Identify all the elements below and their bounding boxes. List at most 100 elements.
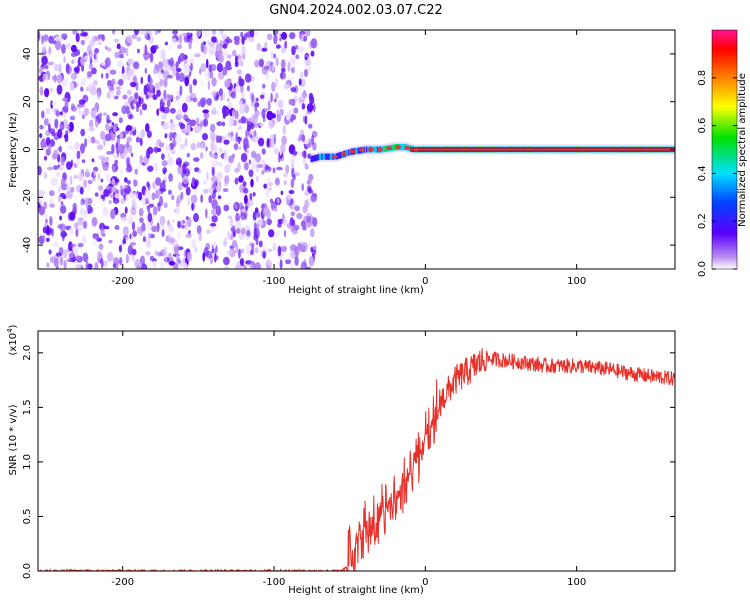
noise-speck	[224, 175, 230, 184]
noise-speck	[60, 156, 65, 166]
noise-speck	[130, 152, 134, 158]
noise-speck	[206, 171, 209, 181]
y-tick-label: 0	[22, 146, 33, 152]
noise-speck	[41, 35, 44, 45]
noise-speck	[106, 251, 114, 262]
noise-speck	[203, 188, 209, 194]
noise-speck	[77, 217, 84, 222]
noise-speck	[94, 261, 99, 269]
noise-speck	[179, 85, 183, 96]
noise-speck	[231, 240, 238, 248]
noise-speck	[281, 61, 286, 68]
noise-speck	[132, 61, 140, 70]
noise-speck	[212, 240, 217, 249]
noise-speck	[80, 39, 86, 46]
noise-speck	[65, 65, 72, 75]
track-peak	[413, 147, 420, 152]
noise-speck	[200, 194, 203, 203]
noise-speck	[251, 159, 258, 169]
noise-speck	[62, 249, 68, 259]
noise-speck	[168, 237, 176, 244]
noise-speck	[118, 244, 122, 253]
x-tick-label: -100	[263, 577, 286, 588]
noise-speck	[307, 66, 311, 73]
noise-speck	[172, 218, 175, 223]
noise-speck	[48, 35, 55, 44]
x-tick-label: 0	[422, 276, 428, 287]
colorbar: 0.0 0.2 0.4 0.6 0.8 Normalized spectral ampl…	[697, 29, 748, 277]
x-tick-label: 100	[567, 577, 586, 588]
noise-speck	[209, 222, 217, 227]
noise-speck	[149, 76, 153, 87]
snr-series-line	[38, 348, 675, 571]
track-body	[347, 149, 351, 156]
noise-speck	[176, 68, 182, 72]
noise-speck	[93, 107, 97, 115]
noise-speck	[172, 30, 179, 35]
noise-speck	[295, 54, 300, 60]
track-body	[393, 144, 397, 151]
noise-speck	[131, 248, 137, 256]
noise-speck	[194, 179, 199, 187]
noise-speck	[294, 45, 299, 50]
noise-speck	[89, 119, 94, 129]
noise-speck	[178, 34, 183, 44]
noise-speck	[136, 48, 140, 54]
noise-speck	[270, 51, 274, 59]
noise-speck	[45, 237, 50, 242]
noise-speck	[229, 217, 234, 228]
noise-speck	[50, 177, 58, 187]
noise-speck	[247, 135, 250, 140]
noise-speck	[313, 103, 316, 113]
noise-speck	[210, 132, 216, 142]
noise-speck	[222, 92, 226, 100]
noise-speck	[290, 155, 296, 167]
noise-speck	[239, 259, 243, 265]
noise-speck	[200, 99, 206, 108]
colorbar-tick-label: 0.4	[697, 165, 708, 181]
noise-speck	[64, 43, 72, 49]
noise-speck	[141, 103, 148, 111]
noise-speck	[299, 71, 304, 79]
noise-speck	[154, 162, 159, 172]
noise-speck	[94, 192, 99, 197]
noise-speck	[165, 145, 171, 151]
snr-x-label: Height of straight line (km)	[288, 585, 424, 596]
noise-speck	[79, 186, 84, 195]
noise-speck	[242, 137, 249, 147]
noise-speck	[168, 45, 173, 49]
noise-speck	[151, 225, 158, 233]
noise-speck	[53, 165, 59, 170]
snr-panel: -200 -100 0 100 0.0 0.5 1.0 1.5 2.0 Height of s…	[6, 324, 676, 596]
noise-speck	[310, 228, 315, 238]
snr-frame	[37, 330, 676, 572]
noise-speck	[227, 215, 233, 220]
noise-speck	[177, 220, 182, 229]
noise-speck	[42, 146, 47, 151]
noise-speck	[59, 215, 62, 221]
noise-speck	[156, 108, 160, 116]
noise-speck	[251, 243, 254, 254]
noise-speck	[41, 63, 45, 68]
noise-speck	[94, 139, 100, 145]
noise-speck	[261, 148, 266, 155]
noise-speck	[192, 78, 197, 86]
noise-speck	[244, 73, 252, 83]
noise-speck	[206, 229, 211, 235]
noise-speck	[177, 44, 182, 50]
noise-speck	[186, 31, 190, 43]
noise-speck	[211, 36, 217, 43]
noise-speck	[63, 259, 67, 269]
noise-speck	[91, 216, 98, 227]
noise-speck	[104, 45, 108, 50]
noise-speck	[261, 108, 266, 119]
noise-speck	[80, 86, 84, 92]
noise-speck	[304, 190, 310, 196]
noise-speck	[277, 245, 282, 257]
noise-speck	[40, 139, 46, 148]
noise-speck	[190, 62, 193, 72]
noise-speck	[231, 225, 236, 232]
track-peak	[331, 154, 338, 159]
noise-speck	[76, 159, 80, 167]
noise-speck	[270, 134, 275, 139]
